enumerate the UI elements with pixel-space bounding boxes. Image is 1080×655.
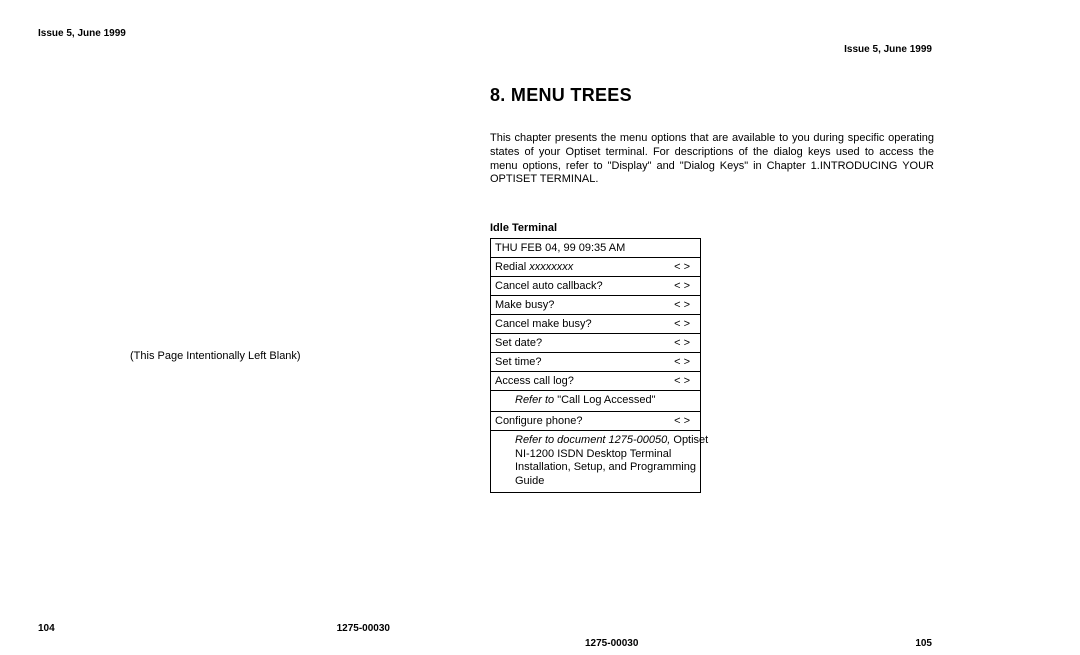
note-document: Refer to document 1275-00050, Optiset NI… (511, 430, 721, 492)
blank-page-note: (This Page Intentionally Left Blank) (130, 350, 301, 362)
row-access-call-log: Access call log? < > (491, 372, 701, 391)
configure-phone-label: Configure phone? (495, 415, 582, 427)
note-call-log-text: "Call Log Accessed" (554, 394, 655, 406)
menu-tree-table: THU FEB 04, 99 09:35 AM Redial xxxxxxxx <… (490, 238, 701, 493)
right-header: Issue 5, June 1999 (844, 44, 932, 55)
row-make-busy: Make busy? < > (491, 296, 701, 315)
redial-number: xxxxxxxx (529, 261, 573, 273)
note-call-log: Refer to "Call Log Accessed" (511, 391, 721, 412)
left-doc-number: 1275-00030 (337, 623, 390, 634)
note-refer-label: Refer to (515, 394, 554, 406)
row-redial: Redial xxxxxxxx < > (491, 258, 701, 277)
nav-arrows-icon: < > (674, 337, 694, 349)
access-call-log-label: Access call log? (495, 375, 574, 387)
idle-terminal-heading: Idle Terminal (490, 222, 557, 234)
right-doc-number: 1275-00030 (585, 638, 638, 649)
redial-label: Redial (495, 261, 529, 273)
cancel-make-busy-label: Cancel make busy? (495, 318, 592, 330)
row-cancel-callback: Cancel auto callback? < > (491, 277, 701, 296)
chapter-title: 8. MENU TREES (490, 85, 632, 106)
row-cancel-make-busy: Cancel make busy? < > (491, 315, 701, 334)
nav-arrows-icon: < > (674, 375, 694, 387)
cancel-callback-label: Cancel auto callback? (495, 280, 603, 292)
row-configure-phone: Configure phone? < > (491, 411, 701, 430)
make-busy-label: Make busy? (495, 299, 554, 311)
row-set-date: Set date? < > (491, 334, 701, 353)
left-header: Issue 5, June 1999 (38, 28, 126, 39)
right-page-number: 105 (915, 638, 932, 649)
left-page: Issue 5, June 1999 (This Page Intentiona… (30, 0, 430, 655)
nav-arrows-icon: < > (674, 415, 694, 427)
nav-arrows-icon: < > (674, 299, 694, 311)
note-doc-ref: Refer to document 1275-00050, (515, 434, 670, 446)
nav-arrows-icon: < > (674, 318, 694, 330)
left-page-number: 104 (38, 623, 55, 634)
nav-arrows-icon: < > (674, 280, 694, 292)
set-time-label: Set time? (495, 356, 541, 368)
right-page: Issue 5, June 1999 8. MENU TREES This ch… (490, 0, 940, 655)
intro-paragraph: This chapter presents the menu options t… (490, 132, 934, 187)
nav-arrows-icon: < > (674, 356, 694, 368)
nav-arrows-icon: < > (674, 261, 694, 273)
row-datetime: THU FEB 04, 99 09:35 AM (491, 239, 701, 258)
set-date-label: Set date? (495, 337, 542, 349)
row-set-time: Set time? < > (491, 353, 701, 372)
